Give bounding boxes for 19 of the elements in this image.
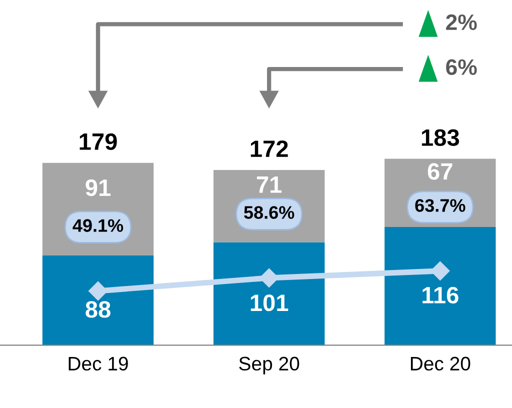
data-label: 101 xyxy=(250,294,288,312)
data-label: 67 xyxy=(428,163,452,180)
bar xyxy=(384,227,496,346)
bar xyxy=(42,256,154,346)
total-label: 179 xyxy=(80,133,117,150)
x-tick-label: Dec 19 xyxy=(68,356,128,371)
text: 6% xyxy=(446,59,477,75)
total-label: 183 xyxy=(422,129,459,146)
data-label: 63.7% xyxy=(415,199,466,212)
data-label: 49.1% xyxy=(72,219,124,232)
x-tick-label: Sep 20 xyxy=(239,356,300,374)
data-label: 58.6% xyxy=(244,206,294,219)
text: 2% xyxy=(446,14,477,30)
data-label: 116 xyxy=(422,286,458,304)
data-label: 71 xyxy=(256,176,282,193)
data-label: 91 xyxy=(86,179,110,196)
x-tick-label: Dec 20 xyxy=(410,356,470,371)
data-label: 88 xyxy=(86,301,110,318)
total-label: 172 xyxy=(250,140,288,157)
